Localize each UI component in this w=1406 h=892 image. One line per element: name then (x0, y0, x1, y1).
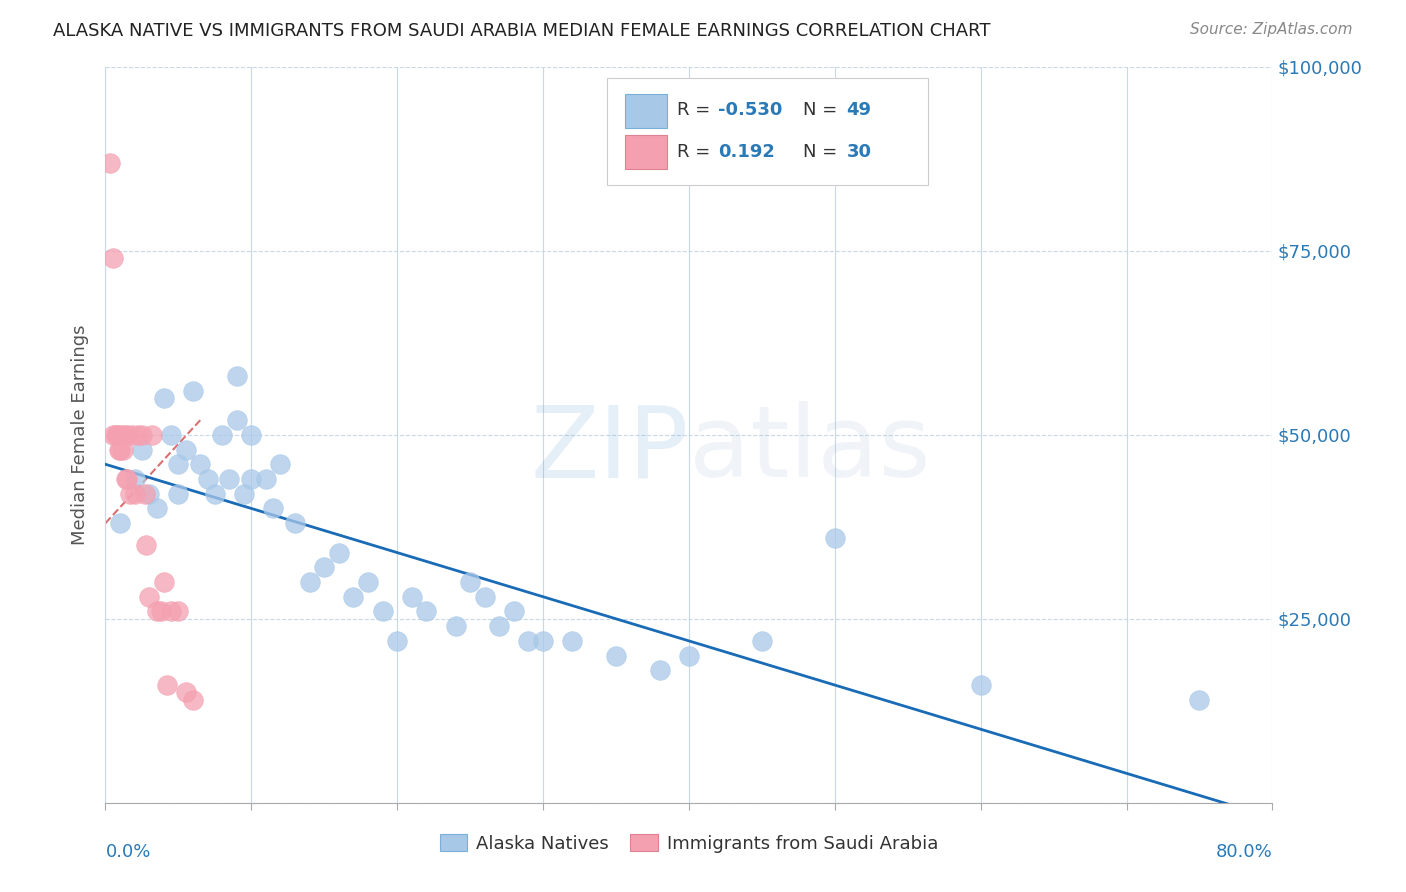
Point (134, 486, 156, 500)
Point (174, 685, 197, 699)
Point (284, 516, 307, 530)
Point (204, 486, 226, 500)
Point (138, 486, 160, 500)
Point (181, 384, 204, 398)
Point (240, 472, 263, 486)
Text: N =: N = (803, 101, 844, 119)
Point (444, 619, 467, 633)
Point (121, 427, 143, 442)
Point (225, 369, 247, 384)
Point (357, 574, 380, 589)
Point (141, 427, 163, 442)
Point (262, 501, 284, 516)
Point (415, 605, 437, 619)
Legend: Alaska Natives, Immigrants from Saudi Arabia: Alaska Natives, Immigrants from Saudi Ar… (433, 827, 945, 860)
Point (115, 472, 138, 486)
Point (167, 486, 190, 500)
Point (117, 472, 139, 486)
Point (181, 692, 204, 706)
Point (101, 252, 124, 266)
Point (298, 574, 321, 589)
Point (197, 472, 219, 486)
Point (824, 531, 846, 545)
Point (211, 427, 233, 442)
Text: ZIP: ZIP (530, 401, 689, 498)
Point (678, 648, 700, 663)
Point (107, 442, 129, 457)
Point (269, 457, 292, 471)
Point (153, 391, 174, 405)
Text: 30: 30 (846, 143, 872, 161)
Point (648, 664, 671, 678)
Point (488, 619, 510, 633)
Point (138, 590, 160, 604)
Point (117, 427, 139, 442)
Point (174, 442, 197, 457)
Point (1188, 692, 1211, 706)
Point (145, 501, 167, 516)
Point (474, 590, 496, 604)
Point (233, 486, 256, 500)
Point (131, 427, 153, 442)
Point (160, 605, 183, 619)
Point (101, 427, 124, 442)
Text: N =: N = (803, 143, 844, 161)
Point (385, 633, 409, 648)
Point (561, 633, 583, 648)
Point (531, 633, 554, 648)
Text: R =: R = (678, 101, 716, 119)
Point (240, 427, 263, 442)
Text: 80.0%: 80.0% (1216, 843, 1272, 862)
Point (127, 427, 149, 442)
Text: 0.0%: 0.0% (105, 843, 150, 862)
Point (111, 442, 134, 457)
Point (108, 516, 131, 530)
Point (167, 605, 190, 619)
Point (218, 472, 240, 486)
Point (458, 574, 481, 589)
Text: 49: 49 (846, 101, 872, 119)
Text: R =: R = (678, 143, 716, 161)
Point (105, 427, 128, 442)
Point (145, 605, 167, 619)
Text: Source: ZipAtlas.com: Source: ZipAtlas.com (1189, 22, 1353, 37)
Point (135, 538, 157, 552)
Text: -0.530: -0.530 (718, 101, 783, 119)
Point (167, 457, 190, 471)
Point (160, 427, 183, 442)
Point (112, 427, 135, 442)
Point (153, 574, 174, 589)
Point (401, 590, 423, 604)
Text: 0.192: 0.192 (718, 143, 775, 161)
Point (517, 633, 540, 648)
Point (970, 678, 993, 692)
Point (108, 427, 131, 442)
Point (328, 545, 350, 560)
Point (503, 605, 526, 619)
Y-axis label: Median Female Earnings: Median Female Earnings (72, 325, 90, 545)
Point (188, 457, 211, 471)
Text: ALASKA NATIVE VS IMMIGRANTS FROM SAUDI ARABIA MEDIAN FEMALE EARNINGS CORRELATION: ALASKA NATIVE VS IMMIGRANTS FROM SAUDI A… (53, 22, 991, 40)
Point (751, 633, 773, 648)
FancyBboxPatch shape (624, 136, 666, 169)
Point (124, 486, 146, 500)
Point (225, 413, 247, 427)
Point (124, 472, 146, 486)
Point (149, 605, 172, 619)
Point (254, 472, 277, 486)
Point (131, 442, 153, 457)
Point (120, 486, 142, 500)
FancyBboxPatch shape (607, 78, 928, 185)
Text: atlas: atlas (689, 401, 931, 498)
Point (104, 427, 127, 442)
FancyBboxPatch shape (624, 95, 666, 128)
Point (108, 442, 131, 457)
Point (98, 155, 121, 169)
Point (371, 605, 394, 619)
Point (314, 560, 336, 574)
Point (156, 678, 179, 692)
Point (342, 590, 364, 604)
Point (605, 648, 627, 663)
